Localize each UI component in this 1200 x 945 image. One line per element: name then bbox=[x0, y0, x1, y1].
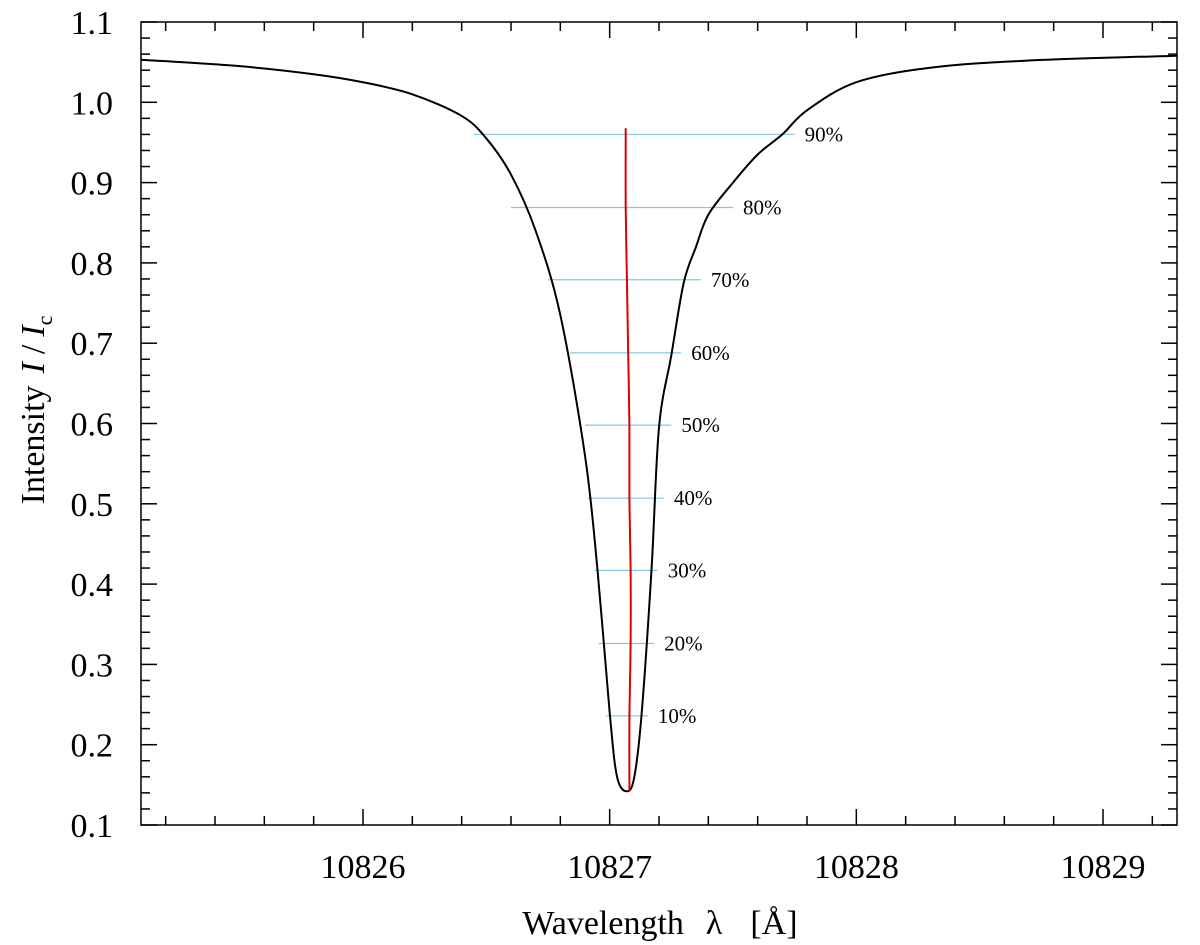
y-tick-label: 0.1 bbox=[71, 808, 114, 845]
y-axis-label-var: I bbox=[15, 360, 52, 374]
y-tick-label: 1.1 bbox=[71, 5, 114, 42]
y-axis-label-sep: / bbox=[15, 344, 52, 354]
y-axis-label-ref: I bbox=[15, 324, 52, 338]
y-tick-label: 0.2 bbox=[71, 728, 114, 765]
bisector-level-lines bbox=[474, 133, 795, 717]
curves bbox=[140, 54, 1178, 793]
y-tick-label: 0.8 bbox=[71, 246, 114, 283]
bisector-line bbox=[624, 128, 632, 792]
axis-labels: Wavelength λ [Å] Intensity I / Ic bbox=[15, 315, 798, 942]
level-labels: 10% 20% 30% 40% 50% 60% 70% 80% 90% bbox=[658, 122, 843, 727]
level-label: 10% bbox=[658, 704, 697, 728]
y-tick-label: 0.6 bbox=[71, 407, 114, 444]
profile-line bbox=[140, 54, 1178, 793]
level-label: 80% bbox=[743, 195, 782, 219]
x-axis-label-text: Wavelength bbox=[522, 905, 684, 942]
y-axis-label: Intensity I / Ic bbox=[15, 315, 57, 504]
level-label: 40% bbox=[674, 486, 713, 510]
y-axis-label-ref-sub: c bbox=[32, 315, 57, 325]
y-tick-label: 1.0 bbox=[71, 85, 114, 122]
y-tick-label: 0.7 bbox=[71, 326, 114, 363]
x-tick-label: 10827 bbox=[567, 849, 652, 886]
level-label: 70% bbox=[711, 268, 750, 292]
y-axis-label-text: Intensity bbox=[15, 385, 52, 504]
level-label: 30% bbox=[668, 558, 707, 582]
y-tick-label: 0.3 bbox=[71, 647, 114, 684]
level-label: 50% bbox=[681, 413, 720, 437]
y-tick-label: 0.5 bbox=[71, 487, 114, 524]
level-label: 20% bbox=[664, 632, 703, 656]
y-tick-label: 0.4 bbox=[71, 567, 114, 604]
x-axis-label: Wavelength λ [Å] bbox=[522, 905, 797, 942]
y-tick-label: 0.9 bbox=[71, 166, 114, 203]
x-axis-label-symbol: λ bbox=[706, 905, 723, 942]
level-label: 60% bbox=[691, 341, 730, 365]
axis-ticks bbox=[141, 21, 1177, 826]
x-tick-label: 10829 bbox=[1061, 849, 1146, 886]
x-tick-label: 10826 bbox=[321, 849, 406, 886]
x-tick-label: 10828 bbox=[814, 849, 899, 886]
x-axis-label-unit: [Å] bbox=[750, 905, 797, 942]
tick-labels: 10826 10827 10828 10829 0.1 0.2 0.3 0.4 0.5 0.6 0.… bbox=[71, 5, 1146, 886]
level-label: 90% bbox=[805, 122, 844, 146]
